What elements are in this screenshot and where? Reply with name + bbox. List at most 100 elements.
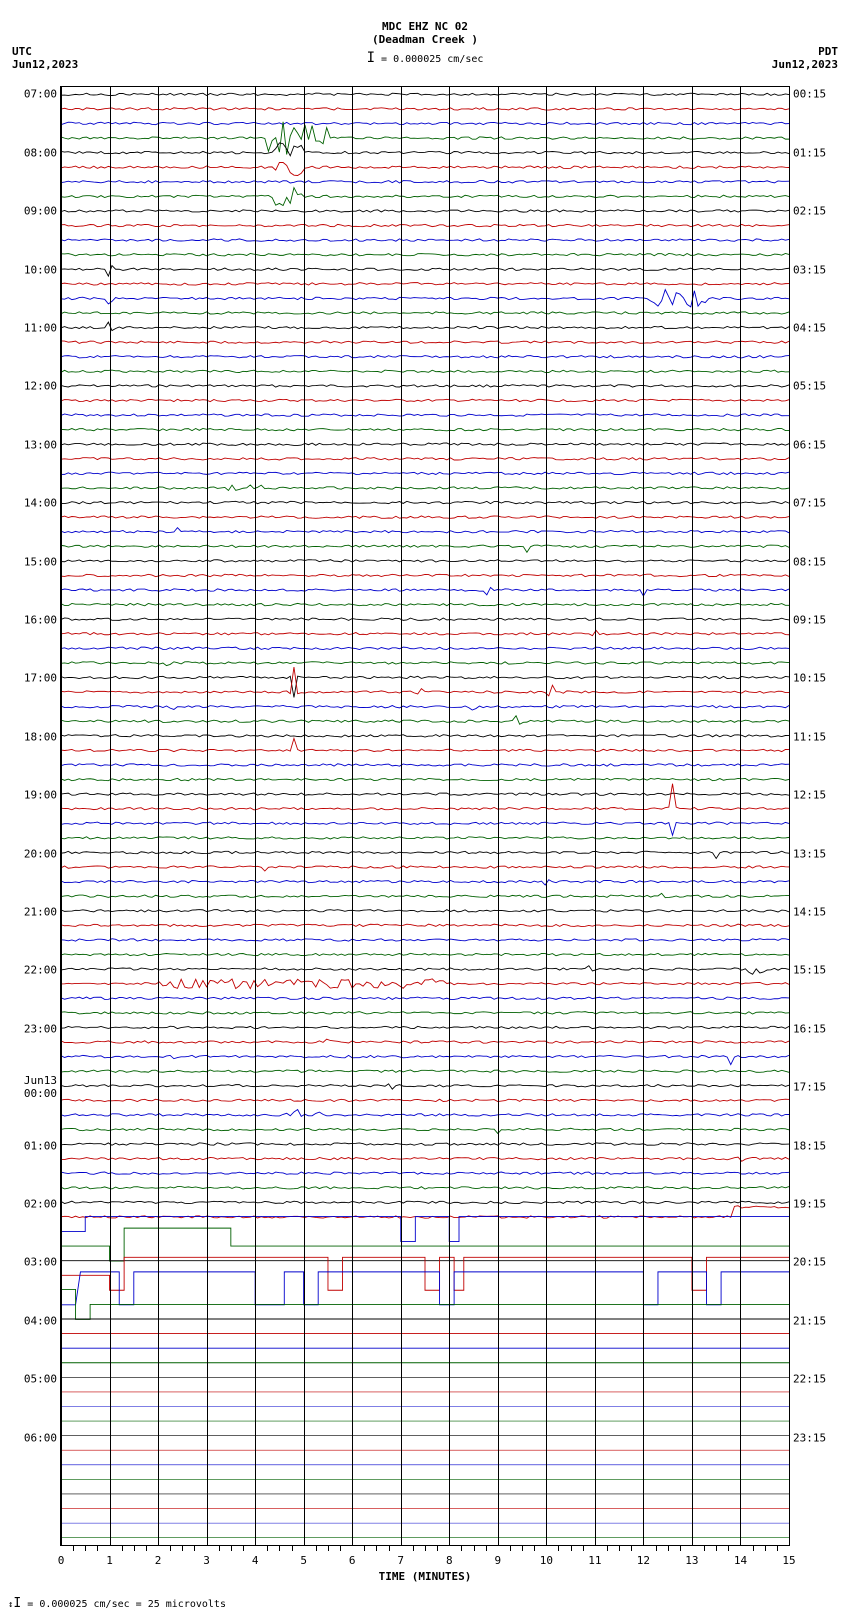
trace-row (61, 735, 789, 737)
x-minor-tick (194, 1545, 195, 1551)
y-label-right: 04:15 (793, 321, 826, 334)
x-minor-tick (73, 1545, 74, 1551)
x-minor-tick (85, 1545, 86, 1551)
y-label-left: 01:00 (24, 1139, 57, 1152)
trace-row (61, 784, 789, 810)
title-line1: MDC EHZ NC 02 (0, 20, 850, 33)
trace-row (61, 108, 789, 110)
trace-row (61, 893, 789, 897)
grid-major (207, 87, 208, 1545)
x-minor-tick (122, 1545, 123, 1551)
x-label: 4 (252, 1554, 259, 1567)
x-minor-tick (316, 1545, 317, 1551)
x-minor-tick (267, 1545, 268, 1551)
trace-row (61, 662, 789, 666)
trace-row (61, 1026, 789, 1028)
trace-row (61, 181, 789, 183)
x-label: 10 (540, 1554, 553, 1567)
grid-major (401, 87, 402, 1545)
y-label-right: 14:15 (793, 905, 826, 918)
trace-row (61, 880, 789, 885)
right-tz: PDT (772, 45, 838, 58)
trace-row (61, 370, 789, 372)
trace-row (61, 93, 789, 95)
y-label-right: 18:15 (793, 1139, 826, 1152)
y-label-left: 04:00 (24, 1314, 57, 1327)
x-minor-tick (765, 1545, 766, 1551)
trace-row (61, 618, 789, 620)
trace-row (61, 283, 789, 285)
grid-major (643, 87, 644, 1545)
y-label-right: 09:15 (793, 613, 826, 626)
x-label: 8 (446, 1554, 453, 1567)
y-label-left: Jun1300:00 (24, 1074, 57, 1100)
y-label-right: 17:15 (793, 1081, 826, 1094)
trace-row (61, 385, 789, 387)
x-label: 3 (203, 1554, 210, 1567)
y-label-right: 11:15 (793, 730, 826, 743)
trace-row (61, 239, 789, 241)
y-label-right: 20:15 (793, 1256, 826, 1269)
trace-row (61, 1084, 789, 1089)
trace-row (61, 1172, 789, 1174)
trace-row (61, 866, 789, 871)
trace-row (61, 676, 789, 697)
y-label-right: 03:15 (793, 263, 826, 276)
y-label-right: 13:15 (793, 847, 826, 860)
x-label: 2 (155, 1554, 162, 1567)
x-minor-tick (486, 1545, 487, 1551)
trace-row (61, 501, 789, 503)
trace-row (61, 647, 789, 649)
trace-row (61, 630, 789, 635)
left-tz: UTC (12, 45, 78, 58)
y-label-right: 22:15 (793, 1373, 826, 1386)
x-label: 12 (637, 1554, 650, 1567)
y-label-left: 03:00 (24, 1256, 57, 1269)
x-minor-tick (534, 1545, 535, 1551)
grid-major (546, 87, 547, 1545)
trace-row (61, 1228, 789, 1261)
trace-row (61, 458, 789, 460)
header-left: UTC Jun12,2023 (12, 45, 78, 71)
x-minor-tick (631, 1545, 632, 1551)
trace-row (61, 1201, 789, 1203)
x-minor-tick (461, 1545, 462, 1551)
trace-row (61, 1187, 789, 1189)
x-minor-tick (474, 1545, 475, 1551)
x-label: 13 (685, 1554, 698, 1567)
y-label-left: 05:00 (24, 1373, 57, 1386)
trace-row (61, 764, 789, 766)
trace-row (61, 485, 789, 490)
x-minor-tick (619, 1545, 620, 1551)
y-label-left: 17:00 (24, 672, 57, 685)
grid-major (110, 87, 111, 1545)
x-minor-tick (328, 1545, 329, 1551)
y-label-left: 20:00 (24, 847, 57, 860)
y-label-left: 22:00 (24, 964, 57, 977)
right-date: Jun12,2023 (772, 58, 838, 71)
x-minor-tick (668, 1545, 669, 1551)
seismograph-container: MDC EHZ NC 02 (Deadman Creek ) I = 0.000… (0, 0, 850, 1611)
trace-row (61, 322, 789, 330)
x-minor-tick (571, 1545, 572, 1551)
x-label: 1 (106, 1554, 113, 1567)
x-minor-tick (680, 1545, 681, 1551)
x-minor-tick (364, 1545, 365, 1551)
trace-row (61, 587, 789, 596)
trace-row (61, 837, 789, 839)
y-label-left: 14:00 (24, 497, 57, 510)
y-label-right: 19:15 (793, 1197, 826, 1210)
trace-row (61, 1099, 789, 1101)
trace-row (61, 545, 789, 552)
grid-major (255, 87, 256, 1545)
y-label-right: 12:15 (793, 789, 826, 802)
trace-row (61, 939, 789, 941)
trace-row (61, 443, 789, 445)
header: MDC EHZ NC 02 (Deadman Creek ) I = 0.000… (0, 0, 850, 66)
trace-row (61, 224, 789, 226)
x-minor-tick (219, 1545, 220, 1551)
trace-row (61, 851, 789, 858)
x-minor-tick (704, 1545, 705, 1551)
scale-text: I = 0.000025 cm/sec (0, 50, 850, 66)
grid-major (789, 87, 790, 1545)
